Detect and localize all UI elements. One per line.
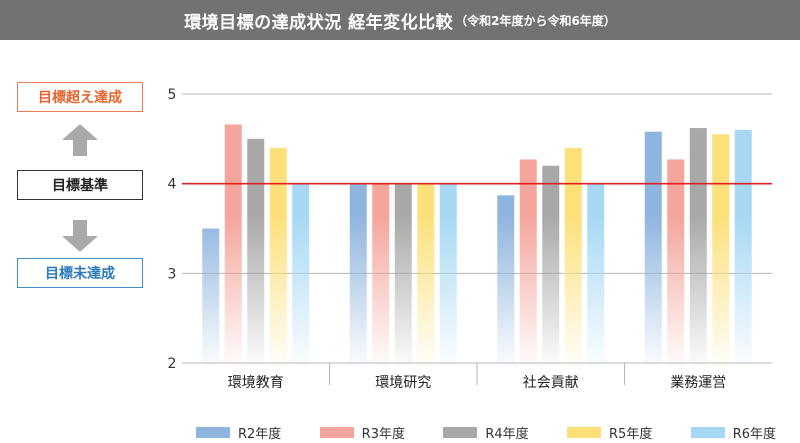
y-tick-label: 5 [168, 87, 177, 103]
bar [417, 183, 435, 363]
chart-title: 環境目標の達成状況 経年変化比較 [184, 12, 454, 33]
y-tick-label: 3 [168, 266, 177, 282]
bar [292, 183, 310, 363]
bar [202, 228, 220, 363]
bar [734, 129, 752, 363]
bar [349, 183, 367, 363]
bar [644, 131, 662, 363]
legend-swatch [196, 426, 230, 438]
x-tick-label: 業務運営 [670, 375, 726, 391]
y-tick-label: 4 [168, 177, 177, 193]
x-tick-label: 社会貢献 [523, 375, 579, 391]
bar [564, 147, 582, 363]
arrow-down-icon [62, 220, 98, 252]
legend-item: R5年度 [567, 423, 652, 442]
bar [712, 134, 730, 363]
bar [519, 159, 537, 363]
x-tick-label: 環境研究 [375, 375, 431, 391]
arrow-up-icon [62, 124, 98, 156]
bar [667, 159, 685, 363]
bar [372, 183, 390, 363]
legend-swatch [567, 426, 602, 438]
legend-item: R2年度 [196, 423, 281, 442]
bar [269, 147, 287, 363]
legend-swatch [443, 426, 478, 438]
legend-item: R3年度 [319, 423, 405, 442]
legend-label: R4年度 [485, 426, 529, 442]
bar [689, 128, 707, 363]
bar [587, 183, 605, 363]
legend-label: R6年度 [732, 426, 776, 442]
legend-label: R2年度 [238, 426, 282, 442]
bar [439, 183, 457, 363]
x-tick-label: 環境教育 [228, 375, 284, 391]
y-tick-label: 2 [168, 356, 177, 372]
above-target-label: 目標超え達成 [17, 82, 143, 112]
standard-target-label: 目標基準 [17, 170, 143, 200]
legend-item: R4年度 [443, 423, 529, 442]
legend-item: R6年度 [690, 423, 776, 442]
legend-swatch [319, 426, 354, 438]
bar [497, 195, 515, 363]
bar [394, 183, 412, 363]
legend-label: R5年度 [609, 426, 653, 442]
legend-swatch [690, 426, 725, 438]
legend-label: R3年度 [361, 426, 405, 442]
chart-subtitle: （令和2年度から令和6年度） [455, 13, 616, 28]
chart-legend: R2年度 R3年度 R4年度 R5年度 R6年度 [196, 422, 776, 442]
bar [542, 165, 560, 363]
bar-chart: 2 3 4 5 環境教育 環境研究 社会貢献 業務運営 [168, 87, 772, 391]
chart-header: 環境目標の達成状況 経年変化比較 （令和2年度から令和6年度） [0, 0, 800, 40]
bar [224, 124, 242, 363]
below-target-label: 目標未達成 [17, 258, 143, 288]
bar [247, 138, 265, 363]
